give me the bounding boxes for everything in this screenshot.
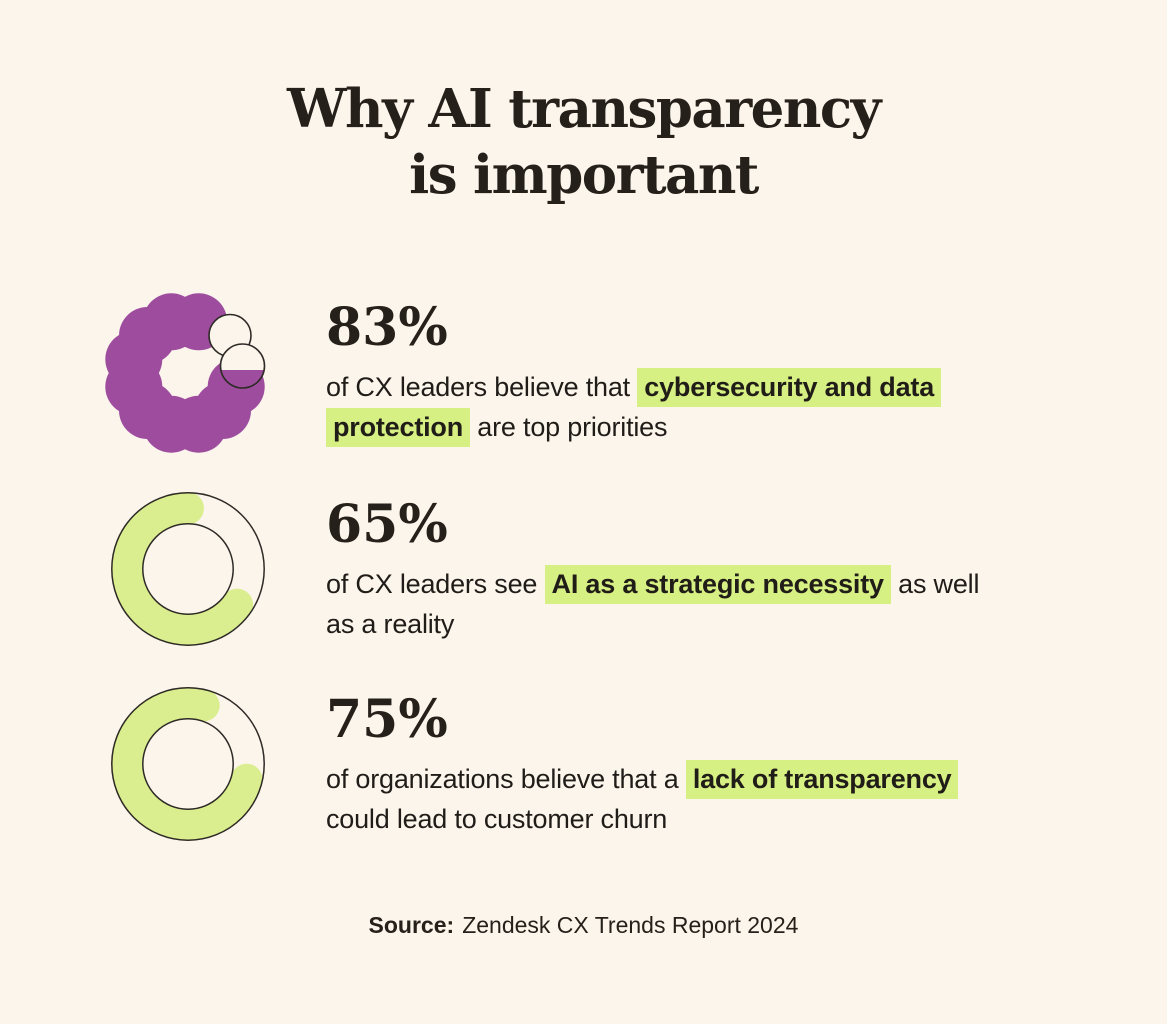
donut-arc-75 — [111, 687, 263, 841]
scalloped-ring-svg — [105, 293, 266, 453]
highlighted-text: protection — [326, 408, 470, 447]
plain-text: as well — [890, 569, 980, 599]
stat-description: of organizations believe that a lack of … — [326, 759, 1086, 839]
donut-chart-65-icon — [111, 492, 265, 651]
stat-description: of CX leaders believe that cybersecurity… — [326, 367, 1086, 447]
donut-65-svg — [111, 492, 265, 646]
plain-text: of organizations believe that a — [326, 764, 686, 794]
page-title: Why AI transparency is important — [0, 76, 1167, 209]
half-petal-fill — [220, 370, 265, 388]
plain-text: of CX leaders see — [326, 569, 545, 599]
stat-value: 75% — [326, 689, 448, 750]
highlighted-text: lack of transparency — [685, 760, 959, 799]
donut-chart-75-icon — [111, 687, 265, 846]
title-line-2: is important — [409, 144, 759, 207]
donut-outer-outline — [111, 687, 265, 841]
donut-inner-outline — [142, 523, 234, 615]
source-text: Zendesk CX Trends Report 2024 — [462, 912, 799, 938]
stat-block-65: 65% of CX leaders see AI as a strategic … — [326, 499, 1086, 644]
scalloped-ring-83-icon — [100, 287, 270, 462]
plain-text: of CX leaders believe that — [326, 372, 638, 402]
stat-value: 83% — [326, 297, 448, 358]
donut-outer-outline — [111, 492, 265, 646]
source-label: Source: — [368, 912, 455, 938]
highlighted-text: AI as a strategic necessity — [544, 565, 891, 604]
donut-75-svg — [111, 687, 265, 841]
source-line: Source: Zendesk CX Trends Report 2024 — [0, 910, 1167, 940]
title-line-1: Why AI transparency — [287, 78, 881, 140]
stat-block-83: 83% of CX leaders believe that cybersecu… — [326, 302, 1086, 447]
highlighted-text: cybersecurity and data — [637, 368, 942, 407]
plain-text: are top priorities — [470, 412, 668, 442]
stat-block-75: 75% of organizations believe that a lack… — [326, 694, 1086, 839]
donut-inner-outline — [142, 718, 234, 810]
stat-value: 65% — [326, 494, 448, 555]
stat-description: of CX leaders see AI as a strategic nece… — [326, 564, 1086, 644]
donut-arc-65 — [111, 492, 254, 646]
purple-petals — [105, 293, 265, 453]
plain-text: could lead to customer churn — [326, 804, 668, 834]
plain-text: as a reality — [326, 609, 455, 639]
half-petal-outline — [219, 343, 266, 389]
